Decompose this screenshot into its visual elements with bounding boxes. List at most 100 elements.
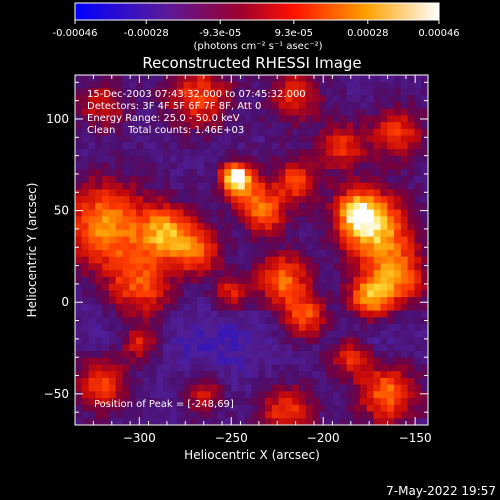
heatmap-cell: [129, 418, 137, 425]
heatmap-cell: [122, 330, 130, 339]
heatmap-cell: [312, 162, 320, 170]
heatmap-cell: [210, 142, 219, 150]
heatmap-cell: [339, 101, 348, 110]
heatmap-cell: [319, 155, 327, 164]
heatmap-cell: [224, 108, 232, 116]
heatmap-cell: [217, 256, 225, 265]
heatmap-cell: [271, 75, 280, 83]
heatmap-cell: [197, 377, 205, 386]
heatmap-cell: [115, 202, 124, 211]
heatmap-cell: [414, 377, 422, 386]
heatmap-cell: [176, 243, 185, 251]
heatmap-cell: [210, 357, 219, 366]
chart-title: Reconstructed RHESSI Image: [142, 54, 361, 72]
heatmap-cell: [360, 81, 368, 90]
heatmap-cell: [156, 75, 164, 83]
heatmap-cell: [326, 371, 334, 379]
x-axis-label: Heliocentric X (arcsec): [184, 448, 320, 462]
heatmap-cell: [102, 377, 110, 386]
heatmap-cell: [407, 344, 416, 352]
heatmap-cell: [346, 155, 354, 164]
heatmap-cell: [231, 196, 239, 204]
heatmap-cell: [156, 371, 164, 379]
heatmap-cell: [394, 391, 402, 399]
heatmap-cell: [190, 223, 198, 231]
heatmap-cell: [231, 404, 239, 413]
heatmap-cell: [380, 391, 388, 399]
heatmap-cell: [190, 303, 198, 312]
heatmap-cell: [115, 411, 124, 419]
heatmap-cell: [292, 135, 300, 143]
heatmap-cell: [387, 350, 395, 359]
heatmap-cell: [265, 155, 273, 164]
heatmap-cell: [332, 223, 341, 231]
heatmap-cell: [231, 411, 239, 419]
heatmap-cell: [251, 149, 259, 157]
heatmap-cell: [170, 290, 178, 298]
heatmap-cell: [95, 283, 103, 291]
heatmap-cell: [380, 398, 388, 406]
heatmap-cell: [258, 371, 266, 379]
heatmap-cell: [156, 229, 164, 238]
heatmap-cell: [163, 270, 171, 278]
heatmap-cell: [231, 88, 239, 96]
heatmap-cell: [421, 418, 428, 425]
heatmap-cell: [136, 155, 144, 164]
heatmap-cell: [421, 95, 428, 103]
heatmap-cell: [81, 128, 90, 137]
heatmap-cell: [81, 209, 90, 217]
heatmap-cell: [366, 398, 375, 406]
heatmap-cell: [224, 377, 232, 386]
heatmap-cell: [231, 350, 239, 359]
heatmap-cell: [115, 297, 124, 305]
heatmap-cell: [170, 310, 178, 318]
heatmap-cell: [129, 128, 137, 137]
peak-position-label: Position of Peak = [-248,69]: [94, 399, 234, 410]
heatmap-cell: [265, 95, 273, 103]
heatmap-cell: [122, 209, 130, 217]
heatmap-cell: [244, 310, 253, 318]
heatmap-cell: [380, 377, 388, 386]
heatmap-cell: [251, 95, 259, 103]
heatmap-cell: [400, 364, 409, 372]
heatmap-cell: [217, 229, 225, 238]
heatmap-cell: [387, 75, 395, 83]
heatmap-cell: [115, 75, 124, 83]
heatmap-cell: [203, 391, 212, 399]
heatmap-cell: [373, 128, 382, 137]
heatmap-cell: [305, 108, 314, 116]
heatmap-cell: [366, 324, 375, 332]
heatmap-cell: [414, 256, 422, 265]
heatmap-cell: [217, 418, 225, 425]
heatmap-cell: [95, 88, 103, 96]
heatmap-cell: [176, 250, 185, 258]
heatmap-cell: [156, 236, 164, 244]
heatmap-cell: [421, 364, 428, 372]
heatmap-cell: [394, 236, 402, 244]
heatmap-cell: [163, 243, 171, 251]
heatmap-cell: [95, 377, 103, 386]
heatmap-cell: [102, 189, 110, 197]
heatmap-cell: [81, 135, 90, 143]
heatmap-cell: [197, 270, 205, 278]
heatmap-cell: [197, 317, 205, 325]
heatmap-cell: [81, 283, 90, 291]
heatmap-cell: [203, 115, 212, 123]
heatmap-cell: [231, 81, 239, 90]
heatmap-cell: [387, 243, 395, 251]
heatmap-cell: [305, 128, 314, 137]
heatmap-cell: [312, 142, 320, 150]
heatmap-cell: [190, 344, 198, 352]
heatmap-cell: [244, 236, 253, 244]
heatmap-cell: [305, 95, 314, 103]
heatmap-cell: [149, 155, 158, 164]
heatmap-cell: [339, 196, 348, 204]
heatmap-cell: [387, 297, 395, 305]
heatmap-cell: [224, 337, 232, 345]
heatmap-cell: [407, 404, 416, 413]
heatmap-cell: [237, 310, 246, 318]
colorbar: [74, 2, 440, 21]
heatmap-cell: [265, 357, 273, 366]
heatmap-cell: [183, 223, 192, 231]
heatmap-cell: [292, 303, 300, 312]
